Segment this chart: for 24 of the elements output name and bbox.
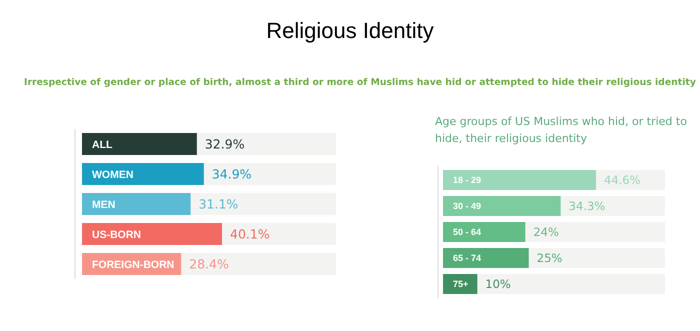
y-tick-label: 75+	[453, 279, 468, 290]
y-tick-label: MEN	[92, 198, 116, 211]
data-label: 28.4%	[189, 256, 229, 272]
y-tick-label: US-BORN	[92, 228, 141, 241]
data-label: 34.9%	[212, 166, 252, 182]
y-tick-label: ALL	[92, 138, 113, 151]
data-label: 25%	[536, 251, 562, 266]
data-label: 44.6%	[604, 173, 641, 188]
text: Religious Identity	[266, 18, 434, 43]
y-tick-label: 18 - 29	[453, 175, 482, 186]
bar	[443, 274, 478, 294]
chart-title: Age groups of US Muslims who hid, or tried to hide, their religious identity	[435, 115, 688, 145]
y-tick-label: FOREIGN-BORN	[92, 258, 174, 271]
y-tick-label: WOMEN	[92, 168, 134, 181]
y-tick-label: 50 - 64	[453, 227, 482, 238]
data-label: 31.1%	[198, 196, 238, 212]
data-label: 32.9%	[204, 136, 245, 152]
y-tick-label: 65 - 74	[453, 253, 482, 264]
data-label: 24%	[533, 225, 559, 240]
y-tick-label: 30 - 49	[453, 201, 482, 212]
data-label: 34.3%	[568, 199, 606, 214]
data-label: 10%	[485, 277, 511, 292]
text: Irrespective of gender or place of birth, almost a third or more of Muslims have hid or attempted to hide their religious identity	[24, 77, 696, 88]
data-label: 40.1%	[230, 226, 270, 242]
